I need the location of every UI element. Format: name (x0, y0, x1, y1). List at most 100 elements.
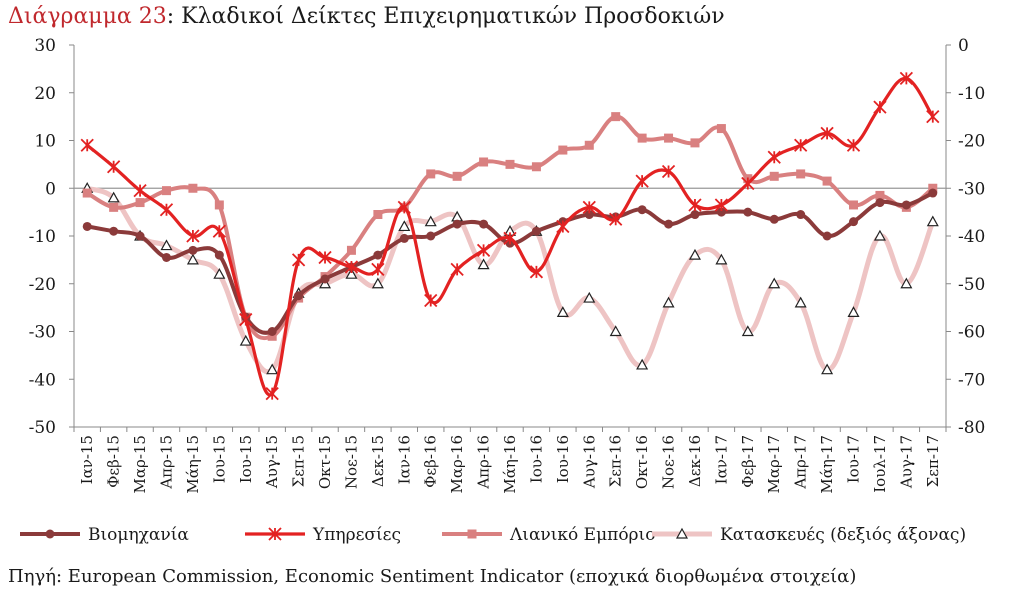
right-tick-label: -30 (958, 179, 985, 199)
data-point-square (928, 183, 938, 193)
data-point-triangle (926, 215, 939, 227)
data-point-square (875, 190, 885, 200)
data-point-square (467, 529, 477, 539)
data-point-star (80, 138, 94, 152)
left-tick-label: 30 (34, 36, 56, 56)
data-point-square (161, 186, 171, 196)
x-tick-label: Ιαν-15 (78, 435, 96, 484)
data-point-square (214, 200, 224, 210)
data-point-star (397, 200, 411, 214)
x-tick-label: Μάη-17 (818, 435, 836, 494)
x-tick-label: Φεβ-16 (422, 435, 440, 488)
x-tick-label: Αυγ-17 (897, 435, 915, 489)
data-point-star (239, 312, 253, 327)
x-tick-label: Μαρ-15 (131, 435, 149, 493)
data-point-square (822, 176, 832, 186)
data-point-triangle (424, 215, 437, 227)
data-point-circle (82, 221, 92, 231)
data-point-square (346, 245, 356, 255)
data-point-star (265, 386, 279, 401)
data-point-triangle (583, 291, 596, 303)
x-tick-label: Ιου-16 (554, 435, 572, 483)
x-tick-label: Δεκ-15 (369, 435, 387, 487)
line-chart: 30 20 10 0 -10 -20 -30 -40 -50 0 -10 -20 -30 -40 -50 -6… (20, 36, 986, 545)
legend-label: Λιανικό Εμπόριο (509, 525, 655, 545)
x-tick-label: Νοε-16 (660, 435, 678, 489)
data-point-triangle (371, 277, 384, 289)
data-point-triangle (398, 220, 411, 232)
left-tick-label: 20 (34, 84, 56, 104)
x-tick-label: Ιου-16 (527, 435, 545, 483)
data-point-square (584, 140, 594, 150)
x-tick-label: Ιουλ-17 (871, 435, 889, 493)
data-point-triangle (821, 363, 834, 375)
data-point-circle (743, 207, 753, 217)
data-point-star (767, 150, 781, 164)
chart-axes: 30 20 10 0 -10 -20 -30 -40 -50 0 -10 -20 -30 -40 -50 -6… (29, 36, 986, 494)
x-tick-label: Σεπ-16 (607, 435, 625, 487)
data-point-square (188, 183, 198, 193)
data-point-circle (822, 231, 832, 241)
data-point-square (690, 138, 700, 148)
data-point-triangle (556, 306, 569, 317)
data-point-circle (214, 250, 224, 260)
left-tick-label: -20 (29, 275, 56, 295)
data-point-star (186, 229, 200, 243)
x-tick-label: Ιου-15 (237, 435, 255, 483)
data-point-star (291, 253, 306, 267)
data-point-triangle (741, 325, 754, 337)
legend-item-0: Βιομηχανία (20, 525, 189, 545)
x-tick-label: Φεβ-17 (739, 435, 757, 488)
data-point-circle (928, 188, 938, 198)
data-point-star (371, 262, 385, 277)
x-tick-label: Μαρ-17 (765, 435, 783, 493)
x-tick-label: Ιου-15 (210, 435, 228, 483)
data-point-circle (135, 231, 145, 241)
chart-title-prefix: Διάγραμμα 23 (8, 4, 167, 29)
data-point-circle (161, 252, 171, 262)
data-point-triangle (609, 325, 622, 337)
data-point-square (637, 133, 647, 143)
data-point-triangle (636, 358, 649, 370)
data-point-square (479, 157, 489, 167)
data-point-star (582, 200, 596, 214)
data-point-circle (849, 217, 859, 227)
x-tick-label: Νοε-15 (342, 435, 360, 489)
data-point-star (529, 265, 544, 279)
right-tick-label: -60 (958, 323, 985, 343)
data-point-circle (584, 210, 594, 220)
legend-item-2: Λιανικό Εμπόριο (442, 525, 655, 545)
x-tick-label: Ιου-17 (845, 435, 863, 483)
data-point-triangle (186, 253, 199, 265)
right-tick-label: -10 (958, 84, 985, 104)
data-point-triangle (675, 527, 689, 539)
data-point-square (373, 210, 383, 220)
chart-title: Διάγραμμα 23: Κλαδικοί Δείκτες Επιχειρημ… (8, 4, 725, 29)
data-point-triangle (662, 296, 675, 308)
data-point-square (769, 171, 779, 181)
data-point-star (609, 212, 623, 226)
data-point-star (661, 164, 676, 179)
data-point-star (899, 71, 914, 86)
legend-label: Κατασκευές (δεξιός άξονας) (720, 525, 966, 545)
x-tick-label: Σεπ-17 (924, 435, 942, 487)
data-point-triangle (107, 191, 120, 203)
chart-title-text: : Κλαδικοί Δείκτες Επιχειρηματικών Προσδ… (166, 4, 725, 29)
data-point-triangle (213, 267, 226, 279)
data-point-triangle (688, 248, 701, 260)
data-point-square (426, 169, 436, 179)
data-point-triangle (873, 229, 886, 241)
data-point-star (424, 293, 438, 308)
data-point-triangle (768, 277, 781, 289)
x-tick-label: Οκτ-16 (633, 435, 651, 489)
right-tick-label: -70 (958, 370, 985, 390)
data-point-star (556, 219, 570, 234)
legend-label: Υπηρεσίες (312, 525, 401, 545)
data-point-star (688, 198, 702, 212)
x-tick-label: Μάη-16 (501, 435, 519, 494)
data-point-square (452, 171, 462, 181)
x-tick-label: Μαρ-16 (448, 435, 466, 493)
data-point-circle (45, 529, 55, 539)
data-point-circle (637, 205, 647, 215)
data-point-star (794, 138, 808, 152)
